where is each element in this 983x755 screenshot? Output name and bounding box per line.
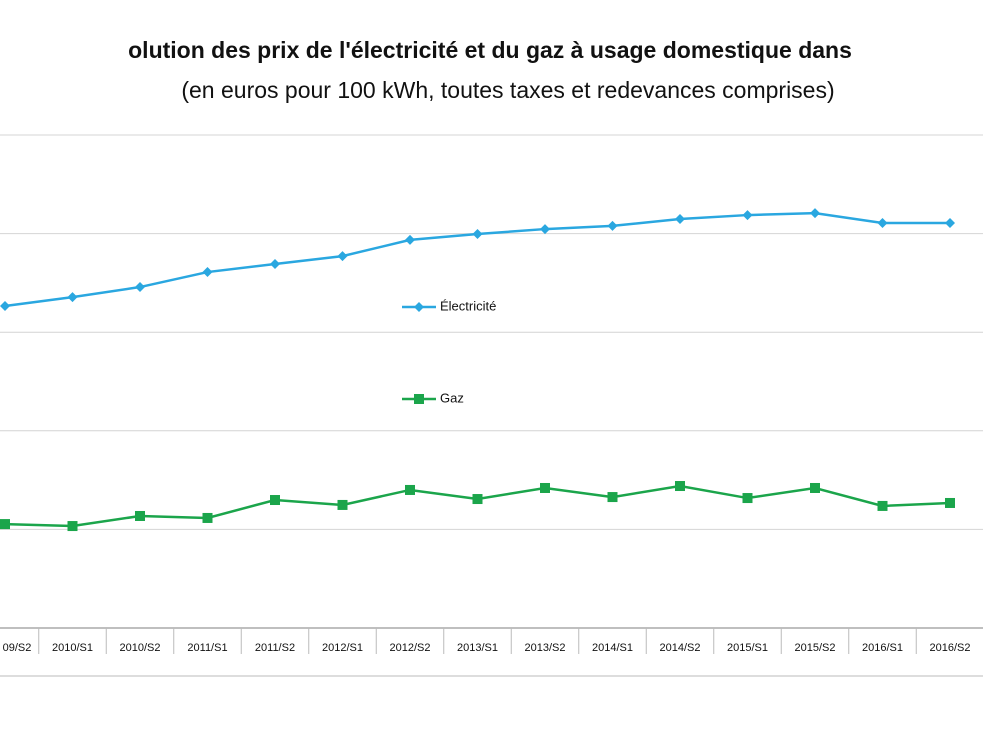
data-point [607,492,618,503]
x-tick-label: 2010/S2 [120,642,161,654]
series-line [4,484,951,528]
data-point [337,251,348,262]
x-tick-label: 2013/S2 [525,642,566,654]
x-tick-label: 2014/S1 [592,642,633,654]
data-point [270,495,280,506]
legend-marker [414,394,424,404]
data-point [405,484,415,495]
data-point [472,494,483,505]
data-point [877,500,888,511]
data-point [675,481,685,492]
data-point [67,521,78,532]
data-point [675,214,685,225]
data-point [202,267,213,278]
x-tick-label: 2012/S2 [390,642,431,654]
data-point [202,512,213,523]
data-point [540,224,550,235]
data-point [472,228,483,239]
data-point [945,217,955,228]
data-point [135,282,145,293]
data-point [810,208,820,219]
data-point [607,220,618,231]
x-tick-label: 2011/S2 [255,642,295,654]
x-tick-label: 2015/S2 [795,642,836,654]
chart-subtitle: (en euros pour 100 kWh, toutes taxes et … [181,77,834,103]
data-point [67,292,78,303]
data-point [945,497,955,508]
data-point [337,499,348,510]
data-point [405,234,415,245]
chart-title: olution des prix de l'électricité et du … [128,37,852,63]
x-tick-label: 2013/S1 [457,642,498,654]
data-point [0,519,10,530]
data-point [270,258,280,269]
x-tick-label: 2016/S2 [930,642,971,654]
x-tick-label: 2015/S1 [727,642,768,654]
x-tick-label: 2016/S1 [862,642,903,654]
x-tick-label: 2011/S1 [187,642,227,654]
data-point [810,482,820,493]
x-tick-label: 09/S2 [3,642,32,654]
data-point [0,300,10,311]
x-tick-label: 2010/S1 [52,642,93,654]
data-point [540,482,550,493]
data-point [742,210,753,221]
x-tick-label: 2012/S1 [322,642,363,654]
series-line [4,211,950,308]
data-point [877,217,888,228]
legend-label: Électricité [440,298,496,313]
legend-marker [414,302,424,312]
legend-label: Gaz [440,390,464,405]
x-tick-label: 2014/S2 [660,642,701,654]
data-point [742,493,753,504]
data-point [135,510,145,521]
